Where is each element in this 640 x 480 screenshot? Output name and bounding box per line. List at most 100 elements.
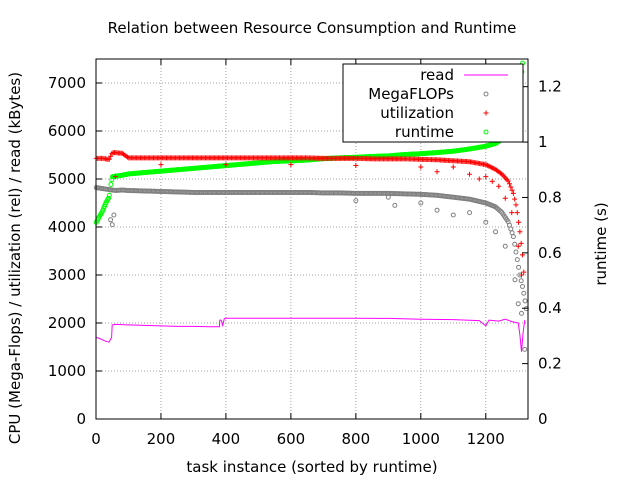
data-point (467, 171, 473, 177)
data-point (509, 210, 515, 216)
data-point (353, 198, 359, 204)
data-point (158, 162, 164, 168)
data-point (510, 234, 516, 240)
y2-tick-label: 0.6 (538, 244, 562, 262)
data-point (514, 210, 520, 216)
data-point (510, 190, 516, 196)
data-point (489, 178, 495, 184)
data-point (392, 202, 398, 208)
data-point (106, 156, 112, 162)
y-tick-label: 1000 (48, 362, 86, 380)
data-point (519, 310, 525, 316)
data-point (509, 187, 515, 193)
data-point (450, 212, 456, 218)
y-tick-label: 7000 (48, 74, 86, 92)
data-point (106, 192, 112, 198)
data-point (519, 284, 525, 290)
y-axis-label: CPU (Mega-Flops) / utilization (rel) / r… (6, 72, 24, 444)
y2-tick-label: 0.4 (538, 299, 562, 317)
y-tick-label: 2000 (48, 314, 86, 332)
legend-swatch-megaflops (483, 91, 489, 97)
data-point (517, 229, 523, 235)
data-point (506, 181, 512, 187)
legend-label-megaflops: MegaFLOPs (368, 85, 454, 103)
legend-label-read: read (420, 66, 454, 84)
data-point (467, 210, 473, 216)
data-point (497, 208, 503, 214)
data-point (493, 229, 499, 235)
data-point (476, 176, 482, 182)
data-point (515, 301, 521, 307)
series-read (96, 317, 526, 352)
x-tick-label: 1000 (402, 430, 440, 448)
data-point (505, 178, 511, 184)
data-point (502, 243, 508, 249)
data-point (496, 183, 502, 189)
data-point (516, 219, 522, 225)
data-point (288, 162, 294, 168)
y2-tick-label: 0.2 (538, 355, 562, 373)
data-point (518, 278, 524, 284)
y2-tick-label: 0 (538, 410, 548, 428)
axis-ticks: 0 200 400 600 800 1000 1200 0 1000 2000 3000 4000 50… (48, 59, 562, 448)
data-point (109, 222, 115, 228)
data-point (521, 290, 527, 296)
data-point (516, 264, 522, 270)
x-tick-label: 400 (212, 430, 241, 448)
data-point (418, 164, 424, 170)
data-point (483, 219, 489, 225)
data-point (418, 200, 424, 206)
series-line-read (96, 317, 526, 352)
data-point (508, 184, 514, 190)
chart-title: Relation between Resource Consumption an… (108, 19, 517, 37)
data-point (515, 243, 521, 249)
legend-swatch-runtime (483, 129, 489, 135)
data-point (512, 277, 518, 283)
data-point (502, 195, 508, 201)
data-point (522, 298, 528, 304)
data-point (385, 194, 391, 200)
data-point (513, 249, 519, 255)
x-axis-label: task instance (sorted by runtime) (186, 458, 437, 476)
x-tick-label: 800 (342, 430, 371, 448)
x-tick-label: 200 (147, 430, 176, 448)
data-point (108, 217, 114, 223)
y2-tick-label: 1.2 (538, 78, 562, 96)
y-tick-label: 6000 (48, 122, 86, 140)
data-point (513, 202, 519, 208)
x-tick-label: 600 (277, 430, 306, 448)
legend-box (342, 63, 524, 143)
y-tick-label: 0 (76, 410, 86, 428)
data-point (106, 195, 112, 201)
y2-axis-label: runtime (s) (592, 202, 610, 285)
data-point (518, 240, 524, 246)
data-point (519, 272, 525, 278)
data-point (514, 257, 520, 263)
legend-swatch-utilization (483, 110, 489, 116)
data-point (450, 164, 456, 170)
legend-label-utilization: utilization (380, 104, 454, 122)
data-point (521, 269, 527, 275)
data-point (522, 346, 528, 352)
y-tick-label: 4000 (48, 218, 86, 236)
data-point (434, 169, 440, 175)
y2-tick-label: 0.8 (538, 188, 562, 206)
data-point (112, 174, 118, 180)
data-point (512, 196, 518, 202)
data-point (111, 212, 117, 218)
x-tick-label: 1200 (467, 430, 505, 448)
data-point (512, 241, 518, 247)
data-point (353, 163, 359, 169)
y2-tick-label: 1 (538, 133, 548, 151)
x-tick-label: 0 (91, 430, 101, 448)
legend-label-runtime: runtime (395, 123, 454, 141)
plot-frame (95, 58, 529, 420)
plot-area (93, 60, 529, 352)
data-point (108, 181, 114, 187)
series-utilization (93, 150, 527, 278)
y-tick-label: 5000 (48, 170, 86, 188)
data-point (483, 174, 489, 180)
series-megaflops (93, 185, 529, 352)
